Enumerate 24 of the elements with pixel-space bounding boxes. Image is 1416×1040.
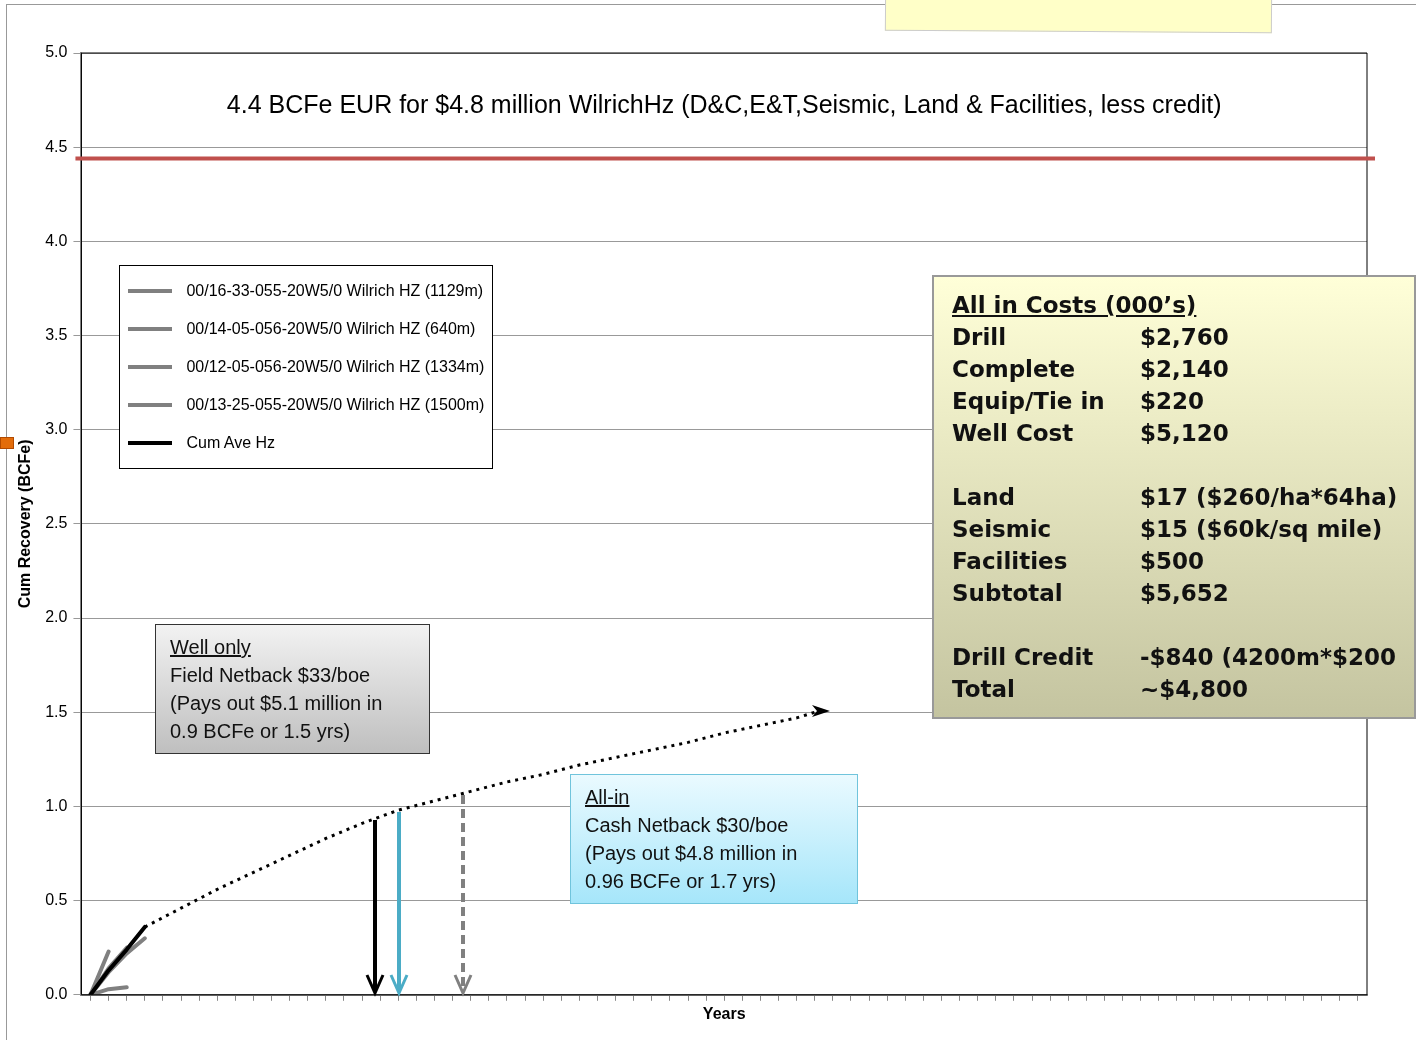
y-tick-label: 1.0 bbox=[45, 796, 68, 814]
annotation: Well only Field Netback $33/boe (Pays out $5.1 million in 0.9 BCFe or 1.5 yrs) bbox=[170, 636, 383, 742]
y-tick-label: 4.5 bbox=[45, 137, 68, 155]
text: 4.4 BCFe EUR for $4.8 million WilrichHz (D&C,E&T,Seismic, Land & Facilities, less credit) bbox=[226, 89, 1222, 118]
y-tick-label: 2.5 bbox=[45, 514, 68, 532]
annotation: All-in Cash Netback $30/boe (Pays out $4.8 million in 0.96 BCFe or 1.7 yrs) bbox=[585, 786, 798, 892]
y-tick-label: 2.0 bbox=[45, 608, 68, 626]
callout-box: All in Costs (000’s) Drill $2,760 Complete $2,140 Equip/Tie in $220 Well Cost $5,120 Land $17 ($260/ha*64ha) Seismic $15 ($60k/sq mile) Facilities $500 Subtotal $5,652 Drill Credit -$840 (4200m*$200 Total ~$4,800 bbox=[932, 275, 1416, 719]
y-tick-label: 1.5 bbox=[45, 702, 68, 720]
y-axis-title: Cum Recovery (BCFe) bbox=[16, 439, 34, 609]
x-axis-title: Years bbox=[702, 1004, 746, 1022]
legend-label: 00/14-05-056-20W5/0 Wilrich HZ (640m) bbox=[186, 320, 476, 338]
legend-label: Cum Ave Hz bbox=[186, 434, 276, 452]
legend-label: 00/12-05-056-20W5/0 Wilrich HZ (1334m) bbox=[186, 358, 485, 376]
legend-label: 00/16-33-055-20W5/0 Wilrich HZ (1129m) bbox=[186, 282, 484, 300]
y-tick-label: 3.0 bbox=[45, 420, 68, 438]
y-tick-label: 3.5 bbox=[45, 325, 68, 343]
legend-label: 00/13-25-055-20W5/0 Wilrich HZ (1500m) bbox=[186, 396, 485, 414]
callout-box: All-in Cash Netback $30/boe (Pays out $4.8 million in 0.96 BCFe or 1.7 yrs) bbox=[570, 774, 858, 904]
y-tick-label: 5.0 bbox=[45, 43, 68, 61]
y-tick-label: 0.0 bbox=[45, 985, 68, 1003]
callout-box: Well only Field Netback $33/boe (Pays out $5.1 million in 0.9 BCFe or 1.5 yrs) bbox=[155, 624, 430, 754]
y-tick-label: 0.5 bbox=[45, 891, 68, 909]
y-tick-label: 4.0 bbox=[45, 231, 68, 249]
